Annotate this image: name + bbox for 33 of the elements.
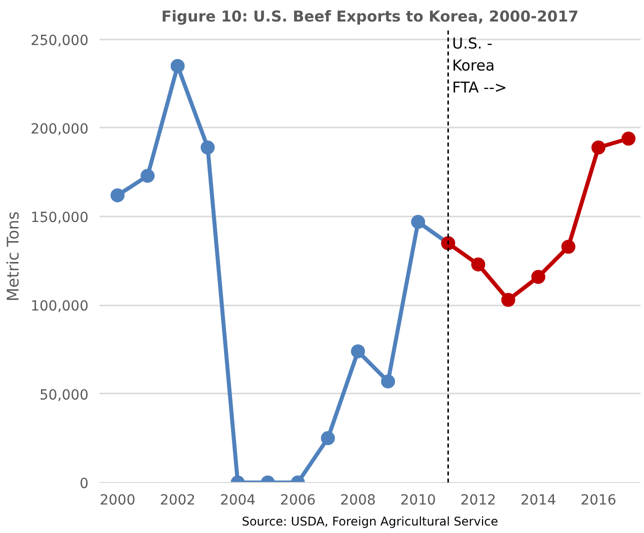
point — [591, 140, 606, 154]
point — [621, 132, 636, 146]
point — [170, 58, 185, 73]
x-tick-label: 2012 — [460, 492, 496, 508]
x-tick-label: 2008 — [340, 492, 376, 508]
x-tick-label: 2006 — [280, 492, 316, 508]
x-tick-label: 2004 — [220, 492, 256, 508]
point — [531, 270, 546, 284]
x-tick-label: 2016 — [580, 492, 616, 508]
x-tick-label: 2014 — [520, 492, 556, 508]
point — [561, 240, 576, 254]
y-tick-label: 250,000 — [30, 32, 89, 49]
x-tick-label: 2000 — [100, 492, 136, 508]
x-tick-label: 2002 — [160, 492, 196, 508]
chart-title: Figure 10: U.S. Beef Exports to Korea, 2000-2017 — [161, 8, 579, 26]
point — [471, 257, 486, 272]
point — [350, 344, 365, 358]
x-tick-label: 2010 — [400, 492, 436, 508]
point — [200, 140, 215, 154]
point — [140, 168, 155, 183]
source-note: Source: USDA, Foreign Agricultural Service — [242, 514, 498, 528]
y-tick-label: 150,000 — [30, 210, 89, 226]
y-tick-label: 200,000 — [30, 121, 89, 138]
y-tick-label: 100,000 — [30, 298, 89, 315]
point — [381, 374, 396, 388]
y-tick-label: 0 — [80, 476, 89, 492]
y-axis-title: Metric Tons — [4, 211, 23, 302]
point — [320, 431, 335, 446]
point — [411, 214, 426, 229]
ref-line-label: U.S. - Korea FTA --> — [452, 34, 507, 96]
point — [501, 292, 516, 307]
y-tick-label: 50,000 — [40, 387, 89, 404]
point — [110, 188, 125, 202]
